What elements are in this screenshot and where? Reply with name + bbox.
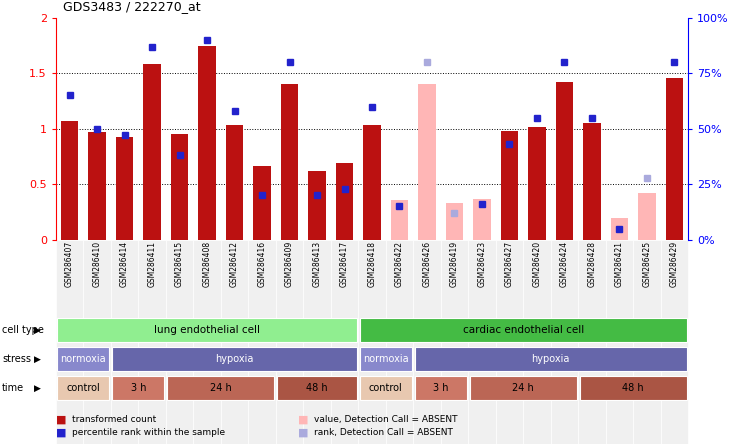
Bar: [112, 376, 164, 400]
Text: GDS3483 / 222270_at: GDS3483 / 222270_at: [63, 0, 201, 13]
Text: 24 h: 24 h: [513, 383, 534, 393]
Bar: [359, 347, 412, 371]
Bar: [528, 127, 546, 240]
Bar: [413, 240, 440, 444]
Bar: [501, 131, 519, 240]
Bar: [248, 240, 276, 444]
Bar: [280, 84, 298, 240]
Text: control: control: [66, 383, 100, 393]
Bar: [88, 132, 106, 240]
Bar: [166, 240, 193, 444]
Bar: [446, 203, 464, 240]
Bar: [440, 240, 468, 444]
Bar: [60, 121, 78, 240]
Text: ■: ■: [298, 415, 308, 424]
Bar: [633, 240, 661, 444]
Bar: [198, 46, 216, 240]
Bar: [193, 240, 221, 444]
Text: normoxia: normoxia: [60, 354, 106, 364]
Text: rank, Detection Call = ABSENT: rank, Detection Call = ABSENT: [314, 428, 453, 437]
Bar: [523, 240, 551, 444]
Bar: [57, 347, 109, 371]
Text: lung endothelial cell: lung endothelial cell: [154, 325, 260, 335]
Text: 48 h: 48 h: [307, 383, 328, 393]
Bar: [112, 347, 357, 371]
Bar: [580, 376, 687, 400]
Bar: [578, 240, 606, 444]
Text: cardiac endothelial cell: cardiac endothelial cell: [463, 325, 584, 335]
Bar: [359, 240, 385, 444]
Text: ▶: ▶: [34, 355, 41, 364]
Bar: [170, 134, 188, 240]
Bar: [418, 84, 436, 240]
Bar: [253, 166, 271, 240]
Bar: [363, 126, 381, 240]
Bar: [583, 123, 601, 240]
Text: 24 h: 24 h: [210, 383, 231, 393]
Bar: [359, 376, 412, 400]
Bar: [469, 376, 577, 400]
Bar: [414, 376, 467, 400]
Text: percentile rank within the sample: percentile rank within the sample: [72, 428, 225, 437]
Text: ■: ■: [56, 415, 66, 424]
Bar: [304, 240, 331, 444]
Text: normoxia: normoxia: [363, 354, 408, 364]
Bar: [308, 171, 326, 240]
Bar: [167, 376, 275, 400]
Text: control: control: [369, 383, 403, 393]
Bar: [225, 126, 243, 240]
Bar: [336, 163, 353, 240]
Text: ▶: ▶: [34, 326, 41, 335]
Text: 48 h: 48 h: [623, 383, 644, 393]
Bar: [57, 318, 357, 342]
Bar: [278, 376, 357, 400]
Bar: [115, 137, 133, 240]
Text: hypoxia: hypoxia: [531, 354, 570, 364]
Text: stress: stress: [2, 354, 31, 364]
Text: ■: ■: [56, 428, 66, 438]
Bar: [221, 240, 248, 444]
Bar: [473, 199, 491, 240]
Text: ■: ■: [298, 428, 308, 438]
Bar: [468, 240, 496, 444]
Bar: [331, 240, 359, 444]
Bar: [391, 200, 408, 240]
Bar: [496, 240, 523, 444]
Text: time: time: [2, 383, 25, 393]
Bar: [611, 218, 629, 240]
Bar: [638, 193, 656, 240]
Text: hypoxia: hypoxia: [215, 354, 254, 364]
Bar: [556, 82, 574, 240]
Bar: [359, 318, 687, 342]
Text: ▶: ▶: [34, 384, 41, 392]
Bar: [414, 347, 687, 371]
Bar: [111, 240, 138, 444]
Bar: [83, 240, 111, 444]
Text: value, Detection Call = ABSENT: value, Detection Call = ABSENT: [314, 415, 458, 424]
Text: 3 h: 3 h: [433, 383, 449, 393]
Text: 3 h: 3 h: [130, 383, 146, 393]
Text: cell type: cell type: [2, 325, 44, 335]
Text: transformed count: transformed count: [72, 415, 156, 424]
Bar: [56, 240, 83, 444]
Bar: [661, 240, 688, 444]
Bar: [606, 240, 633, 444]
Bar: [666, 78, 684, 240]
Bar: [276, 240, 304, 444]
Bar: [138, 240, 166, 444]
Bar: [551, 240, 578, 444]
Bar: [143, 64, 161, 240]
Bar: [57, 376, 109, 400]
Bar: [385, 240, 413, 444]
